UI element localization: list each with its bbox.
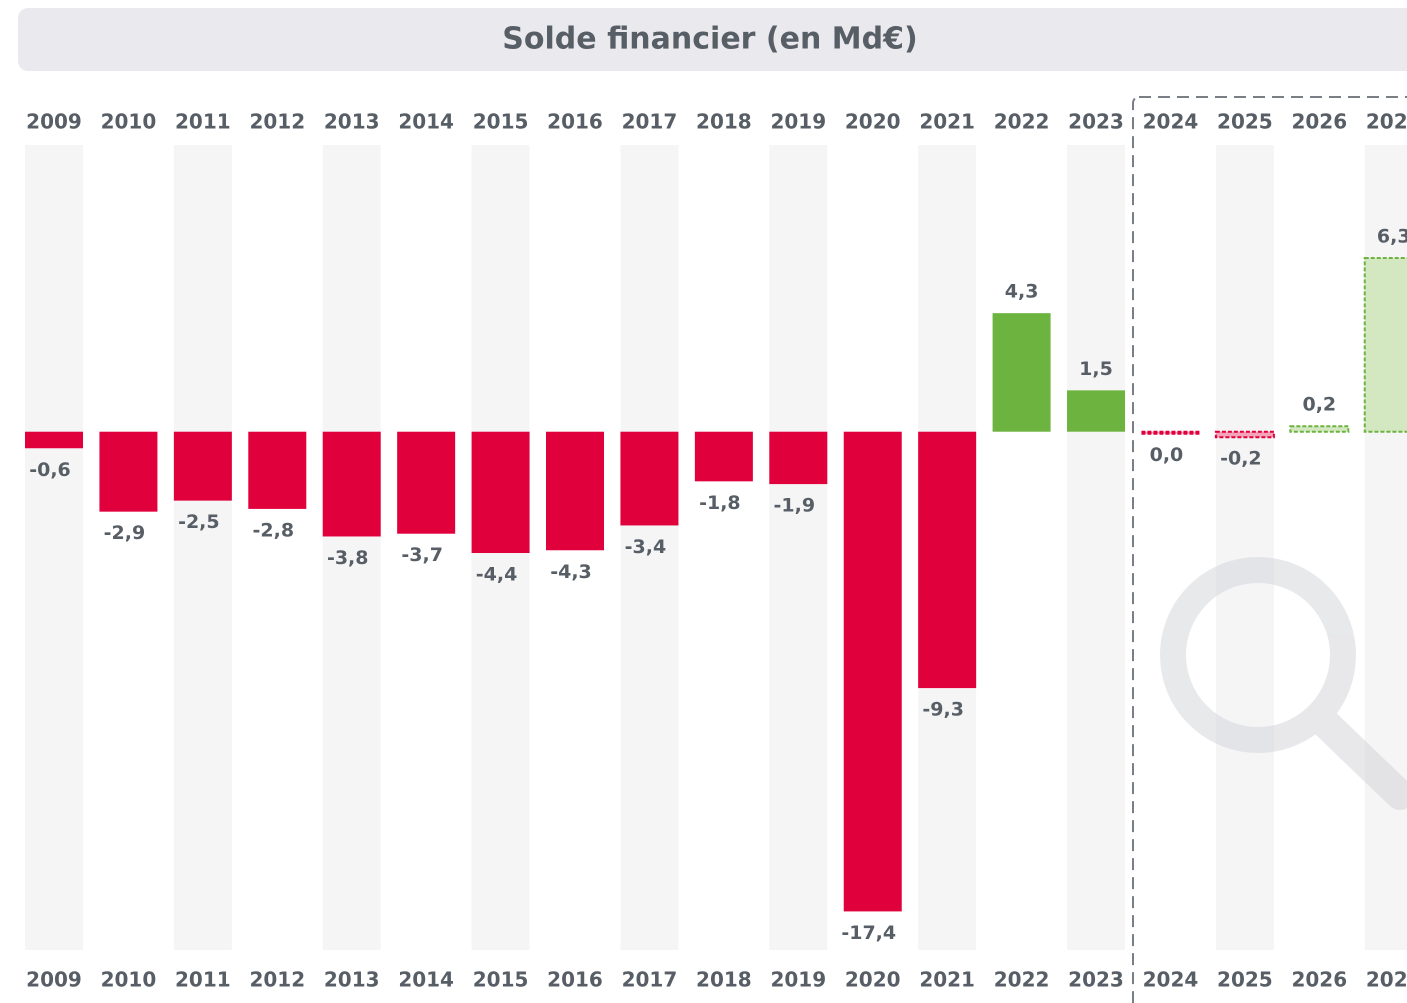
column-stripe [322,145,381,950]
x-tick-label-bottom: 2025 [1217,968,1273,992]
bar [769,431,828,485]
value-label: 1,5 [1079,358,1113,380]
x-tick-label: 2016 [547,110,603,134]
x-tick-label-bottom: 2018 [696,968,752,992]
x-tick-label-bottom: 2017 [622,968,678,992]
bar [620,431,679,526]
x-tick-label-bottom: 2016 [547,968,603,992]
x-tick-label-bottom: 2024 [1143,968,1199,992]
value-label: -2,8 [253,519,295,541]
x-tick-label: 2022 [994,110,1050,134]
bar [1067,390,1126,432]
bar [322,431,381,537]
value-label: 0,0 [1150,444,1184,466]
value-label: -0,2 [1220,448,1262,470]
value-label: -4,4 [476,564,518,586]
column-stripe [1215,145,1274,950]
bar [1214,430,1275,439]
bar [471,431,530,554]
x-tick-label-bottom: 2011 [175,968,231,992]
x-tick-label: 2020 [845,110,901,134]
value-label: 6,3 [1377,226,1407,248]
x-tick-label: 2027 [1366,110,1407,134]
x-tick-label-bottom: 2026 [1291,968,1347,992]
value-label: -1,9 [774,495,816,517]
column-stripe [173,145,232,950]
bar [1363,257,1407,433]
value-label: -3,7 [401,544,443,566]
x-tick-label: 2021 [919,110,975,134]
bar [694,431,753,482]
bar [248,431,307,509]
value-label: -1,8 [699,492,741,514]
value-label: 4,3 [1005,281,1039,303]
x-tick-label-bottom: 2023 [1068,968,1124,992]
value-label: -4,3 [550,561,592,583]
value-label: -9,3 [922,699,964,721]
x-tick-label-bottom: 2022 [994,968,1050,992]
bar [99,431,158,512]
forecast-box [1132,96,1407,1003]
x-tick-label: 2023 [1068,110,1124,134]
value-label: -2,5 [178,511,220,533]
x-tick-label: 2011 [175,110,231,134]
x-tick-label-bottom: 2013 [324,968,380,992]
x-tick-label: 2014 [398,110,454,134]
x-tick-label: 2012 [249,110,305,134]
bar [992,313,1051,432]
x-tick-label-bottom: 2019 [770,968,826,992]
value-label: 0,2 [1302,394,1336,416]
x-tick-label: 2018 [696,110,752,134]
magnifier-icon [1160,557,1407,810]
x-tick-label: 2015 [473,110,529,134]
bar [397,431,456,534]
column-stripe [769,145,828,950]
bar [918,431,977,689]
x-tick-label: 2026 [1291,110,1347,134]
x-tick-label-bottom: 2021 [919,968,975,992]
x-tick-label-bottom: 2012 [249,968,305,992]
x-tick-label-bottom: 2010 [101,968,157,992]
x-tick-label: 2009 [26,110,82,134]
x-tick-label-bottom: 2009 [26,968,82,992]
x-tick-label-bottom: 2027 [1366,968,1407,992]
bar [546,431,605,551]
x-tick-label-bottom: 2014 [398,968,454,992]
column-stripe [25,145,83,950]
chart-title: Solde financier (en Md€) [502,22,917,57]
x-tick-label: 2017 [622,110,678,134]
x-tick-label: 2019 [770,110,826,134]
bar [843,431,902,912]
column-stripe [620,145,679,950]
value-label: -0,6 [29,459,71,481]
column-stripe [1067,145,1126,950]
value-label: -2,9 [104,522,146,544]
bar [25,431,83,449]
bar [1140,430,1201,435]
x-tick-label: 2024 [1143,110,1199,134]
x-tick-label-bottom: 2020 [845,968,901,992]
value-label: -17,4 [841,922,896,944]
title-bar [18,8,1407,71]
bar [1289,425,1350,433]
x-tick-label: 2025 [1217,110,1273,134]
x-tick-label: 2013 [324,110,380,134]
value-label: -3,8 [327,547,369,569]
x-tick-label-bottom: 2015 [473,968,529,992]
bar [173,431,232,501]
value-label: -3,4 [625,536,667,558]
stripes [25,145,1407,950]
x-tick-label: 2010 [101,110,157,134]
